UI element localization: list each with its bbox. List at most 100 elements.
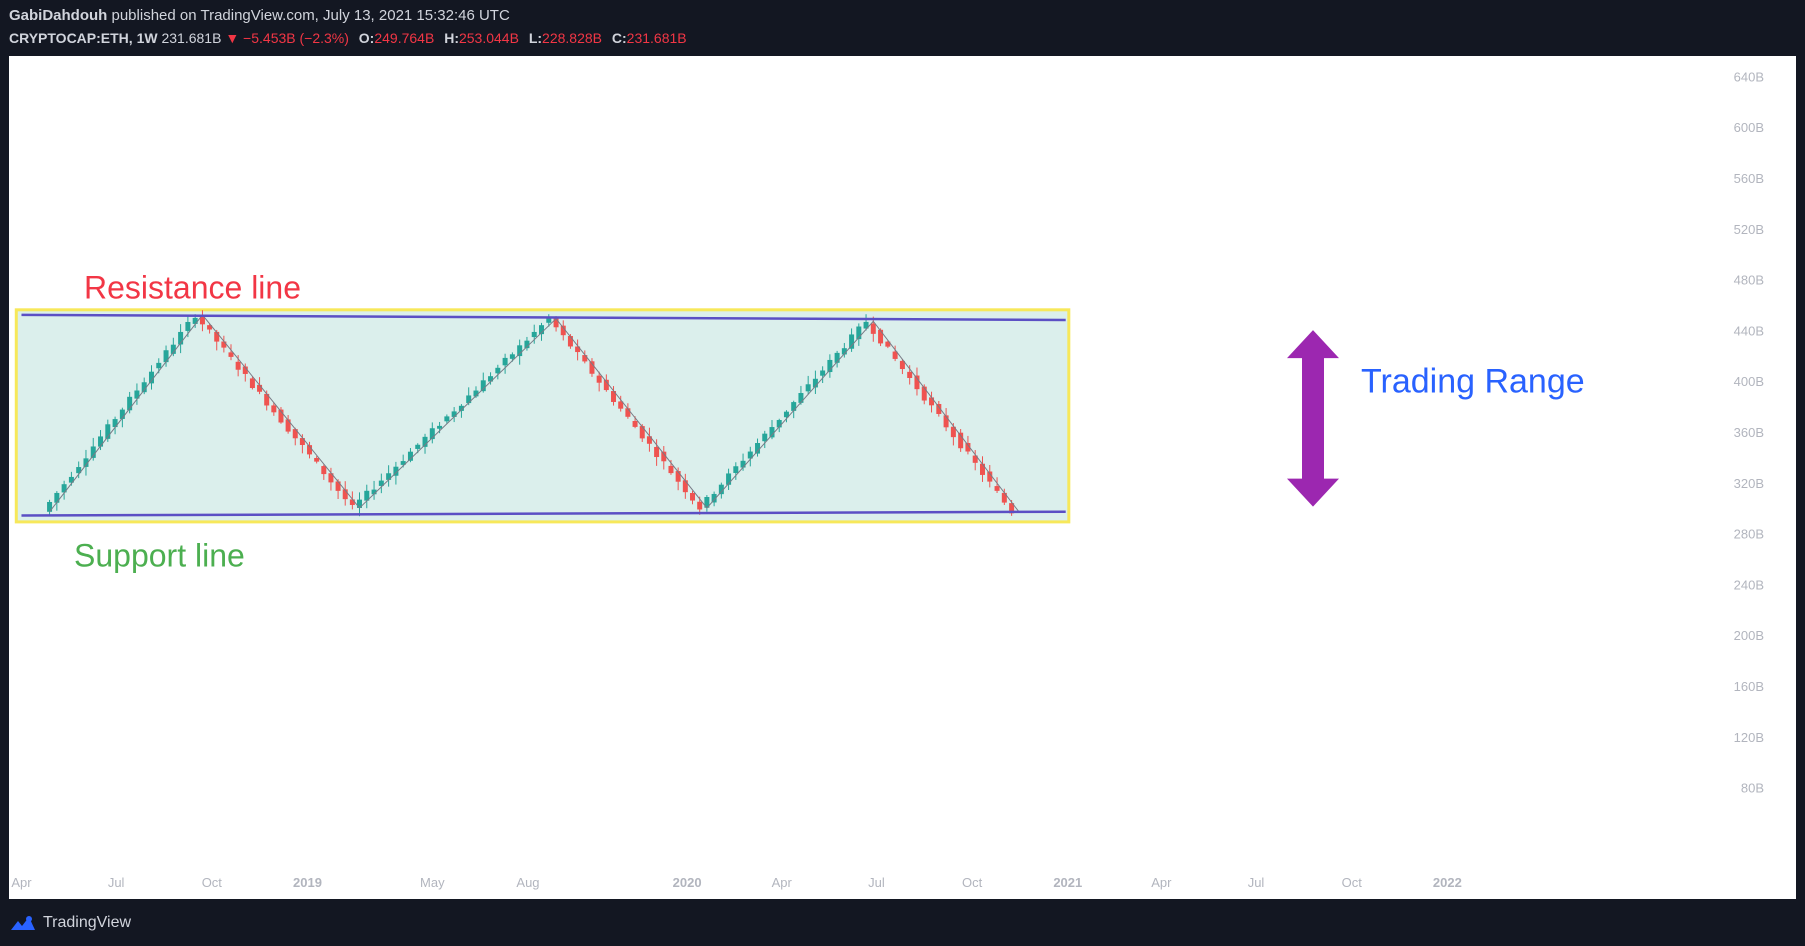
price-tick-label: 480B xyxy=(1734,273,1764,288)
chart-header: GabiDahdouh published on TradingView.com… xyxy=(9,6,687,48)
price-tick-label: 360B xyxy=(1734,425,1764,440)
candle-body xyxy=(762,433,768,442)
candle-body xyxy=(299,438,305,445)
candle-body xyxy=(625,408,631,417)
candle-body xyxy=(335,481,341,491)
candle-body xyxy=(214,331,220,342)
resistance-line xyxy=(21,313,1066,322)
candle-body xyxy=(307,445,313,455)
candle-body xyxy=(755,443,761,454)
support-label: Support line xyxy=(74,537,245,573)
time-tick-label: Apr xyxy=(1151,875,1172,890)
candle-body xyxy=(495,367,501,374)
price-tick-label: 240B xyxy=(1734,577,1764,592)
price-tick-label: 200B xyxy=(1734,628,1764,643)
candle-body xyxy=(892,351,898,359)
candle-body xyxy=(257,384,263,392)
candle-body xyxy=(697,501,703,510)
candle-body xyxy=(733,466,739,473)
candle-body xyxy=(870,323,876,334)
last-price: 231.681B xyxy=(161,30,222,46)
high-value: 253.044B xyxy=(458,30,519,46)
candle-body xyxy=(105,424,111,439)
candle-body xyxy=(611,391,617,402)
publish-info: GabiDahdouh published on TradingView.com… xyxy=(9,6,687,26)
candle-body xyxy=(958,432,964,449)
candle-body xyxy=(740,460,746,468)
candle-body xyxy=(965,442,971,452)
candle-body xyxy=(567,336,573,347)
candle-body xyxy=(451,411,457,417)
candle-body xyxy=(582,355,588,362)
time-tick-label: 2020 xyxy=(673,875,702,890)
candle-body xyxy=(791,402,797,411)
candle-body xyxy=(827,359,833,373)
candle-body xyxy=(473,390,479,397)
range-arrow-icon xyxy=(1287,330,1339,507)
candle-body xyxy=(285,419,291,432)
candle-body xyxy=(769,427,775,438)
candle-body xyxy=(878,329,884,344)
candle-body xyxy=(242,366,248,374)
candle-body xyxy=(466,395,472,404)
candle-body xyxy=(328,473,334,483)
candle-body xyxy=(458,405,464,411)
candle-body xyxy=(192,317,198,324)
candle-body xyxy=(163,350,169,363)
candle-body xyxy=(141,382,147,393)
candle-body xyxy=(264,393,270,406)
candle-body xyxy=(589,361,595,374)
symbol-label[interactable]: CRYPTOCAP:ETH, 1W xyxy=(9,30,158,46)
candle-body xyxy=(726,473,732,485)
candle-body xyxy=(524,340,530,349)
candle-body xyxy=(386,473,392,480)
candle-body xyxy=(480,380,486,392)
candle-body xyxy=(943,415,949,428)
candle-body xyxy=(437,425,443,429)
candle-body xyxy=(834,352,840,363)
candle-body xyxy=(603,379,609,391)
candle-body xyxy=(371,489,377,495)
tradingview-logo-icon[interactable] xyxy=(9,914,37,932)
open-value: 249.764B xyxy=(374,30,435,46)
candle-body xyxy=(805,384,811,392)
footer-brand[interactable]: TradingView xyxy=(43,914,132,931)
candle-body xyxy=(185,321,191,331)
candle-body xyxy=(228,352,234,357)
candle-body xyxy=(249,378,255,389)
ohlc-legend: CRYPTOCAP:ETH, 1W 231.681B ▼ −5.453B (−2… xyxy=(9,28,687,48)
candle-body xyxy=(798,393,804,403)
time-axis: Apr Jul Oct 2019 May Aug 2020 Apr Jul Oct 2021 Apr J… xyxy=(11,875,1461,890)
time-tick-label: Aug xyxy=(516,875,539,890)
price-tick-label: 600B xyxy=(1734,120,1764,135)
candle-body xyxy=(560,325,566,336)
price-tick-label: 560B xyxy=(1734,171,1764,186)
time-tick-label: Jul xyxy=(108,875,125,890)
price-tick-label: 160B xyxy=(1734,679,1764,694)
high-label: H: xyxy=(444,30,459,46)
candle-body xyxy=(178,331,184,345)
candle-body xyxy=(488,376,494,382)
candle-body xyxy=(1009,503,1015,514)
close-value: 231.681B xyxy=(626,30,687,46)
time-tick-label: Apr xyxy=(772,875,793,890)
candle-body xyxy=(682,480,688,493)
price-tick-label: 320B xyxy=(1734,476,1764,491)
chart-area[interactable]: 640B 600B 560B 520B 480B 440B 400B 360B 320B 280B… xyxy=(9,56,1796,899)
price-chart[interactable]: 640B 600B 560B 520B 480B 440B 400B 360B 320B 280B… xyxy=(9,56,1796,899)
price-change: ▼ −5.453B (−2.3%) xyxy=(225,30,349,46)
candle-body xyxy=(711,493,717,503)
trading-range-label: Trading Range xyxy=(1361,362,1585,400)
candle-body xyxy=(119,409,125,419)
candle-body xyxy=(321,466,327,475)
candle-body xyxy=(422,436,428,447)
candle-body xyxy=(596,375,602,383)
candle-body xyxy=(199,316,205,325)
candle-body xyxy=(54,492,60,503)
candle-body xyxy=(856,326,862,340)
candle-body xyxy=(747,451,753,459)
open-label: O: xyxy=(358,30,375,46)
author-name[interactable]: GabiDahdouh xyxy=(9,7,108,24)
candle-body xyxy=(61,484,67,493)
candle-body xyxy=(429,428,435,440)
